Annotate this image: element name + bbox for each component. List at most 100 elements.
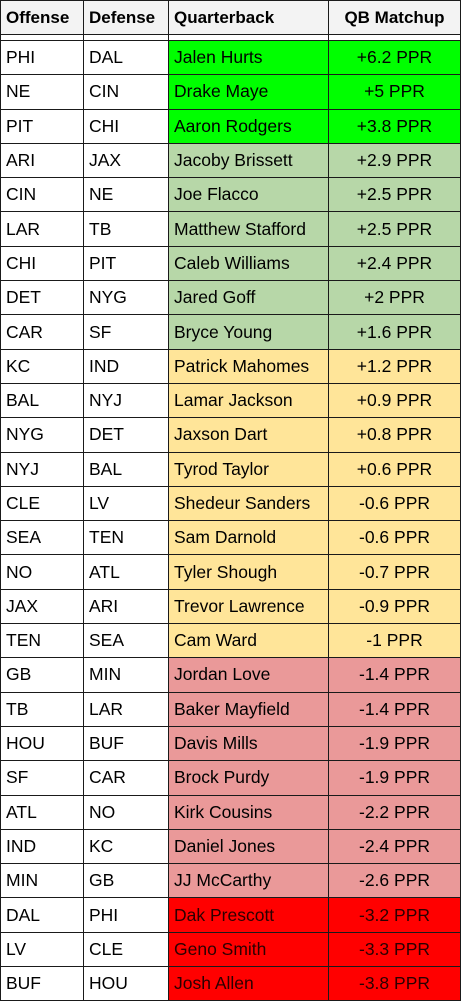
quarterback-cell[interactable]: Cam Ward — [168, 623, 329, 659]
quarterback-cell[interactable]: Kirk Cousins — [168, 794, 329, 830]
defense-cell[interactable]: GB — [83, 863, 169, 899]
defense-cell[interactable]: LV — [83, 485, 169, 522]
offense-cell[interactable]: DAL — [0, 897, 84, 933]
defense-cell[interactable]: CHI — [83, 108, 169, 144]
qb-matchup-cell[interactable]: -3.2 PPR — [328, 897, 461, 933]
qb-matchup-cell[interactable]: -0.9 PPR — [328, 588, 461, 625]
defense-cell[interactable]: PIT — [83, 245, 169, 282]
offense-cell[interactable]: BUF — [0, 966, 84, 1001]
defense-cell[interactable]: ARI — [83, 588, 169, 625]
qb-matchup-cell[interactable]: +6.2 PPR — [328, 39, 461, 76]
quarterback-cell[interactable]: Matthew Stafford — [168, 211, 329, 247]
defense-cell[interactable]: TB — [83, 211, 169, 247]
offense-cell[interactable]: LV — [0, 931, 84, 968]
defense-cell[interactable]: NO — [83, 794, 169, 830]
offense-cell[interactable]: PIT — [0, 108, 84, 144]
quarterback-cell[interactable]: Jalen Hurts — [168, 39, 329, 76]
offense-cell[interactable]: GB — [0, 657, 84, 693]
offense-cell[interactable]: ARI — [0, 142, 84, 179]
qb-matchup-cell[interactable]: +0.8 PPR — [328, 417, 461, 453]
quarterback-cell[interactable]: Bryce Young — [168, 314, 329, 350]
quarterback-cell[interactable]: Daniel Jones — [168, 828, 329, 865]
qb-matchup-cell[interactable]: +2.9 PPR — [328, 142, 461, 179]
header-offense[interactable]: Offense — [0, 0, 84, 35]
quarterback-cell[interactable]: Lamar Jackson — [168, 382, 329, 419]
offense-cell[interactable]: CAR — [0, 314, 84, 350]
qb-matchup-cell[interactable]: +2.5 PPR — [328, 211, 461, 247]
offense-cell[interactable]: MIN — [0, 863, 84, 899]
defense-cell[interactable]: LAR — [83, 691, 169, 727]
quarterback-cell[interactable]: Drake Maye — [168, 74, 329, 110]
offense-cell[interactable]: HOU — [0, 725, 84, 762]
defense-cell[interactable]: ATL — [83, 554, 169, 590]
qb-matchup-cell[interactable]: -3.8 PPR — [328, 966, 461, 1001]
quarterback-cell[interactable]: Dak Prescott — [168, 897, 329, 933]
qb-matchup-cell[interactable]: +1.2 PPR — [328, 348, 461, 384]
offense-cell[interactable]: LAR — [0, 211, 84, 247]
defense-cell[interactable]: DAL — [83, 39, 169, 76]
defense-cell[interactable]: IND — [83, 348, 169, 384]
quarterback-cell[interactable]: Patrick Mahomes — [168, 348, 329, 384]
quarterback-cell[interactable]: Tyrod Taylor — [168, 451, 329, 487]
quarterback-cell[interactable]: Caleb Williams — [168, 245, 329, 282]
qb-matchup-cell[interactable]: +2.4 PPR — [328, 245, 461, 282]
qb-matchup-cell[interactable]: +2 PPR — [328, 280, 461, 316]
qb-matchup-cell[interactable]: -2.2 PPR — [328, 794, 461, 830]
qb-matchup-cell[interactable]: -0.6 PPR — [328, 485, 461, 522]
quarterback-cell[interactable]: Brock Purdy — [168, 760, 329, 796]
offense-cell[interactable]: TB — [0, 691, 84, 727]
offense-cell[interactable]: NYJ — [0, 451, 84, 487]
offense-cell[interactable]: KC — [0, 348, 84, 384]
quarterback-cell[interactable]: Davis Mills — [168, 725, 329, 762]
defense-cell[interactable]: NE — [83, 177, 169, 213]
qb-matchup-cell[interactable]: +5 PPR — [328, 74, 461, 110]
header-quarterback[interactable]: Quarterback — [168, 0, 329, 35]
quarterback-cell[interactable]: Baker Mayfield — [168, 691, 329, 727]
quarterback-cell[interactable]: Geno Smith — [168, 931, 329, 968]
quarterback-cell[interactable]: Trevor Lawrence — [168, 588, 329, 625]
defense-cell[interactable]: KC — [83, 828, 169, 865]
qb-matchup-cell[interactable]: -3.3 PPR — [328, 931, 461, 968]
offense-cell[interactable]: BAL — [0, 382, 84, 419]
quarterback-cell[interactable]: Jared Goff — [168, 280, 329, 316]
offense-cell[interactable]: SF — [0, 760, 84, 796]
quarterback-cell[interactable]: Jaxson Dart — [168, 417, 329, 453]
qb-matchup-cell[interactable]: +0.6 PPR — [328, 451, 461, 487]
offense-cell[interactable]: NO — [0, 554, 84, 590]
offense-cell[interactable]: PHI — [0, 39, 84, 76]
defense-cell[interactable]: MIN — [83, 657, 169, 693]
quarterback-cell[interactable]: Aaron Rodgers — [168, 108, 329, 144]
header-qb-matchup[interactable]: QB Matchup — [328, 0, 461, 35]
qb-matchup-cell[interactable]: -1.9 PPR — [328, 725, 461, 762]
qb-matchup-cell[interactable]: -2.6 PPR — [328, 863, 461, 899]
defense-cell[interactable]: HOU — [83, 966, 169, 1001]
defense-cell[interactable]: NYJ — [83, 382, 169, 419]
offense-cell[interactable]: JAX — [0, 588, 84, 625]
offense-cell[interactable]: DET — [0, 280, 84, 316]
qb-matchup-cell[interactable]: +2.5 PPR — [328, 177, 461, 213]
quarterback-cell[interactable]: Sam Darnold — [168, 520, 329, 556]
defense-cell[interactable]: DET — [83, 417, 169, 453]
offense-cell[interactable]: CLE — [0, 485, 84, 522]
quarterback-cell[interactable]: Josh Allen — [168, 966, 329, 1001]
qb-matchup-cell[interactable]: +3.8 PPR — [328, 108, 461, 144]
qb-matchup-cell[interactable]: -1.4 PPR — [328, 691, 461, 727]
header-defense[interactable]: Defense — [83, 0, 169, 35]
qb-matchup-cell[interactable]: +0.9 PPR — [328, 382, 461, 419]
defense-cell[interactable]: NYG — [83, 280, 169, 316]
defense-cell[interactable]: CIN — [83, 74, 169, 110]
quarterback-cell[interactable]: Shedeur Sanders — [168, 485, 329, 522]
quarterback-cell[interactable]: Joe Flacco — [168, 177, 329, 213]
quarterback-cell[interactable]: Jacoby Brissett — [168, 142, 329, 179]
defense-cell[interactable]: PHI — [83, 897, 169, 933]
offense-cell[interactable]: NYG — [0, 417, 84, 453]
defense-cell[interactable]: BUF — [83, 725, 169, 762]
qb-matchup-cell[interactable]: -1.9 PPR — [328, 760, 461, 796]
quarterback-cell[interactable]: JJ McCarthy — [168, 863, 329, 899]
defense-cell[interactable]: SF — [83, 314, 169, 350]
offense-cell[interactable]: ATL — [0, 794, 84, 830]
defense-cell[interactable]: CAR — [83, 760, 169, 796]
defense-cell[interactable]: TEN — [83, 520, 169, 556]
quarterback-cell[interactable]: Tyler Shough — [168, 554, 329, 590]
qb-matchup-cell[interactable]: -1 PPR — [328, 623, 461, 659]
